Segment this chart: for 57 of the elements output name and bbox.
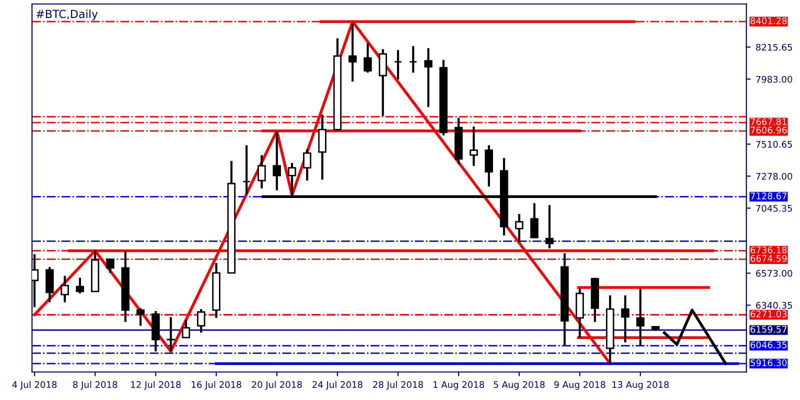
y-tick-label: 6573.00	[756, 270, 792, 277]
x-tick-label: 8 Jul 2018	[73, 381, 118, 390]
candlestick	[424, 47, 432, 108]
ref-line-label: 6046.35	[750, 341, 787, 348]
candlestick	[348, 22, 357, 83]
ref-line-label: 6674.59	[750, 255, 787, 262]
ref-line-label: 5916.30	[750, 359, 787, 366]
candlestick	[409, 45, 418, 74]
candlestick	[378, 48, 387, 117]
candlestick	[258, 154, 266, 190]
candlestick	[60, 274, 69, 304]
x-tick-label: 28 Jul 2018	[373, 381, 423, 390]
candlestick	[515, 212, 524, 244]
y-tick-label: 7045.35	[756, 204, 792, 212]
candlestick	[272, 130, 281, 192]
x-tick-label: 13 Aug 2018	[612, 381, 669, 390]
candlestick	[182, 318, 190, 339]
ref-line-label: 6159.57	[750, 326, 787, 333]
candlestick	[303, 148, 312, 182]
candlestick	[364, 42, 372, 74]
candlestick	[76, 276, 84, 294]
candlestick	[46, 266, 54, 304]
candlestick	[470, 126, 478, 167]
y-tick-label: 7983.00	[756, 76, 792, 83]
candlestick	[621, 294, 630, 344]
candlestick	[32, 253, 39, 308]
y-tick-label: 8215.65	[756, 44, 792, 51]
candlestick	[106, 258, 114, 274]
ref-line-label: 8401.28	[750, 17, 787, 24]
x-tick-label: 5 Aug 2018	[494, 381, 545, 390]
ref-line-label: 6271.03	[750, 310, 787, 318]
y-tick-label: 7278.00	[756, 172, 792, 180]
candlestick	[636, 288, 644, 346]
x-tick-label: 20 Jul 2018	[252, 381, 302, 390]
x-tick-label: 4 Jul 2018	[12, 381, 57, 390]
x-tick-label: 1 Aug 2018	[434, 381, 484, 390]
y-tick-label: 7510.65	[756, 140, 792, 148]
x-tick-label: 24 Jul 2018	[312, 381, 362, 390]
ref-line-label: 7667.81	[750, 118, 786, 126]
y-tick-label: 6340.35	[756, 302, 792, 309]
candlestick	[136, 307, 145, 327]
candlestick	[394, 49, 402, 81]
ref-line-label: 7606.96	[750, 126, 787, 134]
candlestick	[484, 144, 494, 188]
chart-title: #BTC,Daily	[36, 10, 98, 20]
candlestick	[530, 202, 538, 239]
candlestick	[166, 316, 175, 352]
line-series	[662, 308, 727, 365]
x-tick-label: 16 Jul 2018	[192, 381, 242, 390]
ref-line-label: 6736.18	[750, 246, 787, 254]
candlestick	[318, 114, 326, 181]
x-tick-label: 9 Aug 2018	[554, 381, 606, 390]
candlestick	[197, 308, 206, 334]
x-tick-label: 12 Jul 2018	[131, 381, 181, 390]
ref-line-label: 7128.67	[750, 192, 787, 200]
candlestick	[545, 204, 554, 250]
candlestick	[242, 144, 251, 196]
